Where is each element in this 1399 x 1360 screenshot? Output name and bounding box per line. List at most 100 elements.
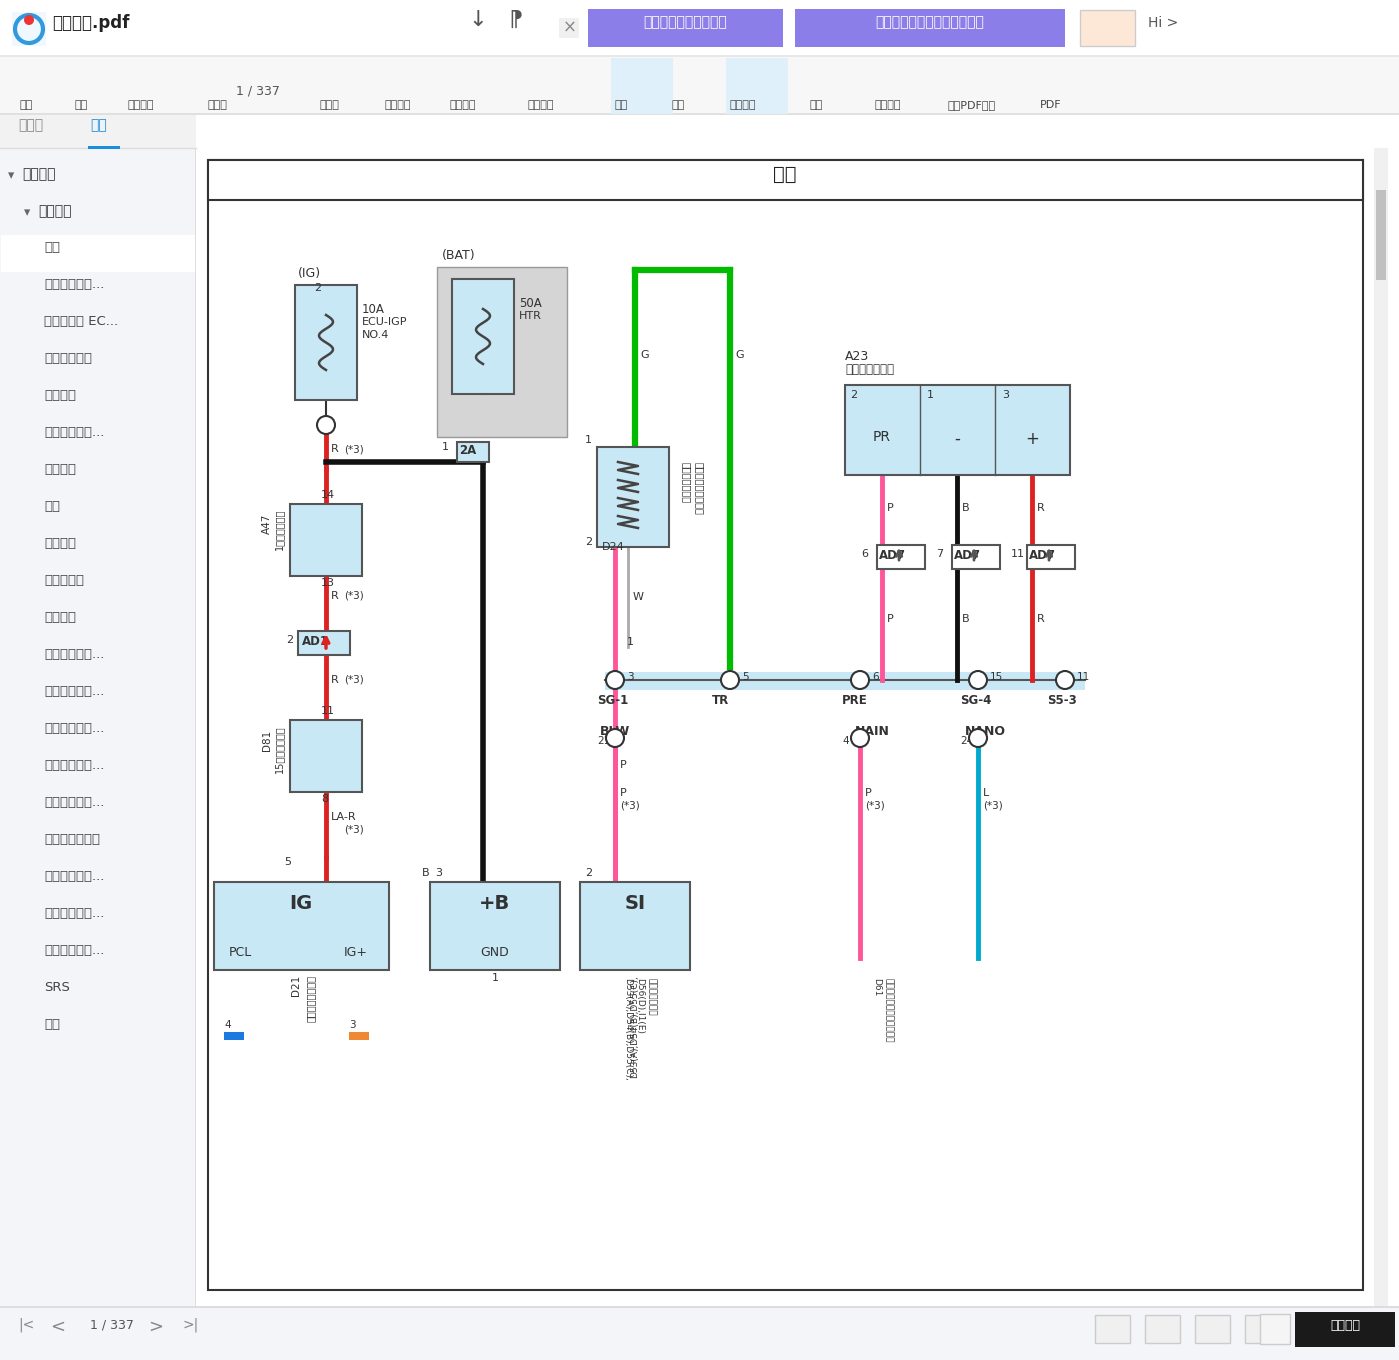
Text: 1: 1 [585, 435, 592, 445]
Text: W: W [632, 592, 644, 602]
Text: 自动福祉座椅...: 自动福祉座椅... [43, 277, 105, 291]
Bar [951, 545, 1000, 568]
Text: HTR: HTR [519, 311, 541, 321]
Bar [0, 54, 1399, 57]
Text: 5: 5 [284, 857, 291, 868]
Text: SG-1: SG-1 [597, 694, 628, 707]
Text: ▾: ▾ [8, 169, 14, 182]
Bar [845, 385, 1070, 475]
Text: |<: |< [18, 1318, 34, 1333]
Bar [581, 883, 690, 970]
Text: 缩略图: 缩略图 [18, 118, 43, 132]
Bar [560, 18, 579, 38]
Text: SG-4: SG-4 [960, 694, 992, 707]
Text: (*3): (*3) [865, 801, 884, 811]
Bar [1, 235, 194, 272]
Bar [0, 148, 196, 1310]
Text: ECU-IGP: ECU-IGP [362, 317, 407, 326]
Bar [1377, 190, 1386, 280]
Text: (*3): (*3) [344, 592, 364, 601]
Text: 座椅加热器（...: 座椅加热器（... [43, 870, 105, 883]
Text: AD7: AD7 [1030, 549, 1056, 562]
Text: G: G [734, 350, 744, 360]
Text: D56(D),I1(E): D56(D),I1(E) [635, 978, 644, 1034]
Text: 2: 2 [585, 537, 592, 547]
Text: D21: D21 [291, 975, 301, 997]
Text: 打印: 打印 [76, 101, 88, 110]
Text: 电动座椅（驾...: 电动座椅（驾... [43, 685, 105, 698]
Circle shape [318, 416, 334, 434]
Text: 电动座椅（前...: 电动座椅（前... [43, 759, 105, 772]
Text: +B: +B [480, 894, 511, 913]
Text: 6: 6 [860, 549, 867, 559]
Text: AD1: AD1 [302, 635, 329, 647]
Text: 上一页: 上一页 [208, 101, 228, 110]
Bar [436, 267, 567, 437]
Text: 10A: 10A [362, 303, 385, 316]
Text: PR: PR [873, 430, 891, 443]
Text: 1 / 337: 1 / 337 [90, 1318, 134, 1331]
Text: 14: 14 [320, 490, 336, 500]
Text: B: B [963, 503, 970, 513]
Text: 8: 8 [320, 794, 329, 804]
Text: 门锁控制: 门锁控制 [43, 462, 76, 476]
Text: D: D [611, 730, 618, 740]
Bar [295, 286, 357, 400]
Text: 1: 1 [323, 418, 330, 427]
Text: 系统电路: 系统电路 [22, 167, 56, 181]
Text: 影印PDF识别: 影印PDF识别 [949, 101, 996, 110]
Text: 11: 11 [320, 706, 334, 715]
Text: 空调放大器总成: 空调放大器总成 [646, 978, 656, 1016]
Text: ↓: ↓ [469, 10, 487, 30]
Text: 电动座椅（驾...: 电动座椅（驾... [43, 722, 105, 734]
Text: NO.4: NO.4 [362, 330, 389, 340]
Text: 3: 3 [435, 868, 442, 879]
Bar [429, 883, 560, 970]
Text: 2: 2 [851, 390, 858, 400]
Bar [214, 883, 389, 970]
Text: D53(A),D54(B),D55(C),: D53(A),D54(B),D55(C), [630, 975, 639, 1077]
Circle shape [970, 670, 988, 690]
Text: (IG): (IG) [298, 267, 322, 280]
Circle shape [606, 670, 624, 690]
Text: (BAT): (BAT) [442, 249, 476, 262]
Text: P: P [887, 613, 894, 624]
Bar [1080, 10, 1135, 46]
Text: 24: 24 [960, 736, 974, 747]
Text: 1 / 337: 1 / 337 [236, 84, 280, 97]
Text: GND: GND [481, 947, 509, 959]
Text: -: - [954, 430, 960, 447]
Bar [1245, 1315, 1280, 1344]
Text: A23: A23 [845, 350, 869, 363]
Text: D81: D81 [262, 730, 271, 751]
Text: B: B [963, 613, 970, 624]
Text: Hi >: Hi > [1149, 16, 1178, 30]
Text: 双页: 双页 [672, 101, 686, 110]
Text: 2: 2 [285, 635, 294, 645]
Bar [298, 631, 350, 656]
Bar [604, 672, 1086, 690]
Text: L: L [983, 787, 989, 798]
Bar [1095, 1315, 1130, 1344]
Text: 总结一下这个文档的重点内容: 总结一下这个文档的重点内容 [876, 15, 985, 29]
Text: 3: 3 [1002, 390, 1009, 400]
Bar [348, 1032, 369, 1040]
Text: >|: >| [183, 1318, 199, 1333]
Bar [452, 279, 513, 394]
Text: 实际大小: 实际大小 [385, 101, 411, 110]
Bar [611, 58, 673, 114]
Text: ▾: ▾ [24, 205, 31, 219]
Text: ⁋: ⁋ [508, 10, 522, 30]
Text: 座椅温度控制: 座椅温度控制 [43, 352, 92, 364]
Text: 21: 21 [597, 736, 610, 747]
Text: 3: 3 [348, 1020, 355, 1030]
Bar [88, 146, 120, 150]
Bar [0, 1308, 1399, 1360]
Text: 1: 1 [442, 442, 449, 452]
Text: 4: 4 [224, 1020, 231, 1030]
Text: 11: 11 [1011, 549, 1025, 559]
Text: 电动座椅（后...: 电动座椅（后... [43, 796, 105, 809]
Text: 2A: 2A [459, 443, 476, 457]
Text: 停机系统: 停机系统 [43, 537, 76, 549]
Text: 适合宽度: 适合宽度 [450, 101, 477, 110]
